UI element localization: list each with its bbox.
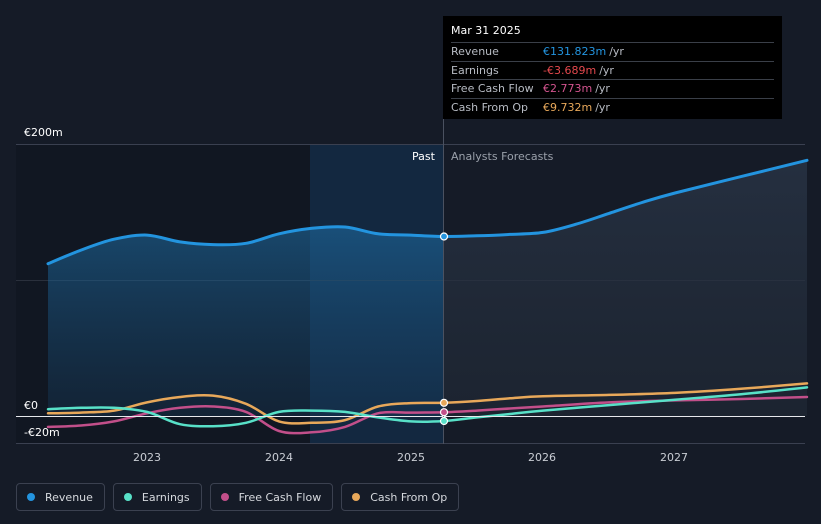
tooltip: Mar 31 2025 Revenue €131.823m /yr Earnin… [443, 16, 782, 119]
tooltip-row-earnings: Earnings -€3.689m /yr [451, 60, 774, 80]
marker-earnings [439, 416, 449, 426]
x-tick-2026: 2026 [528, 451, 556, 464]
tooltip-label: Revenue [451, 45, 499, 59]
tooltip-unit: /yr [595, 82, 610, 96]
legend-dot-icon [123, 493, 132, 501]
tooltip-label: Earnings [451, 63, 499, 77]
legend-item-earnings[interactable]: Earnings [112, 483, 202, 511]
legend-dot-icon [352, 493, 361, 501]
y-label-top: €200m [24, 126, 63, 139]
tooltip-value: €9.732m [543, 100, 593, 114]
marker-revenue [439, 232, 449, 241]
forecast-label: Analysts Forecasts [451, 150, 554, 163]
tooltip-unit: /yr [609, 45, 624, 59]
x-tick-2027: 2027 [660, 451, 688, 464]
marker-cash-from-op [439, 398, 449, 407]
legend-item-free-cash-flow[interactable]: Free Cash Flow [209, 483, 334, 511]
legend-item-cash-from-op[interactable]: Cash From Op [341, 483, 460, 511]
tooltip-label: Free Cash Flow [451, 82, 534, 96]
legend-label: Cash From Op [370, 490, 448, 504]
tooltip-value: €131.823m [543, 45, 607, 59]
legend-label: Earnings [141, 490, 190, 504]
legend-item-revenue[interactable]: Revenue [16, 483, 105, 511]
marker-free-cash-flow [439, 408, 449, 417]
tooltip-label: Cash From Op [451, 100, 529, 114]
x-tick-2024: 2024 [265, 451, 293, 464]
legend-dot-icon [27, 493, 35, 501]
marker-layer [439, 232, 449, 426]
x-tick-2023: 2023 [133, 451, 161, 464]
tooltip-row-cash-from-op: Cash From Op €9.732m /yr [451, 97, 774, 117]
legend-dot-icon [220, 493, 229, 501]
tooltip-row-revenue: Revenue €131.823m /yr [451, 42, 774, 61]
past-label: Past [412, 150, 435, 163]
tooltip-value: €2.773m [543, 82, 593, 96]
tooltip-row-free-cash-flow: Free Cash Flow €2.773m /yr [451, 79, 774, 98]
tooltip-unit: /yr [599, 63, 614, 77]
x-tick-2025: 2025 [397, 451, 425, 464]
y-label-zero: €0 [24, 399, 38, 412]
tooltip-date: Mar 31 2025 [451, 24, 521, 37]
legend: Revenue Earnings Free Cash Flow Cash Fro… [16, 483, 460, 511]
legend-label: Revenue [45, 490, 93, 504]
series-line-cash-from-op [46, 382, 809, 425]
tooltip-unit: /yr [595, 100, 610, 114]
chart-area [16, 16, 809, 444]
series-line-revenue [46, 158, 809, 266]
y-label-bottom: -€20m [24, 426, 60, 439]
revenue-area-past [48, 226, 444, 416]
legend-label: Free Cash Flow [238, 490, 322, 504]
revenue-area-forecast [444, 160, 807, 416]
tooltip-value: -€3.689m [543, 63, 597, 77]
